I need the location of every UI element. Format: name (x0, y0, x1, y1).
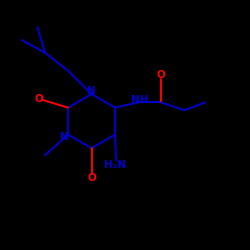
Text: H₂N: H₂N (104, 160, 126, 170)
Text: O: O (157, 70, 166, 81)
Text: N: N (87, 86, 96, 96)
Text: O: O (87, 173, 96, 183)
Text: N: N (60, 132, 69, 142)
Text: NH: NH (132, 95, 149, 105)
Text: O: O (34, 94, 43, 104)
